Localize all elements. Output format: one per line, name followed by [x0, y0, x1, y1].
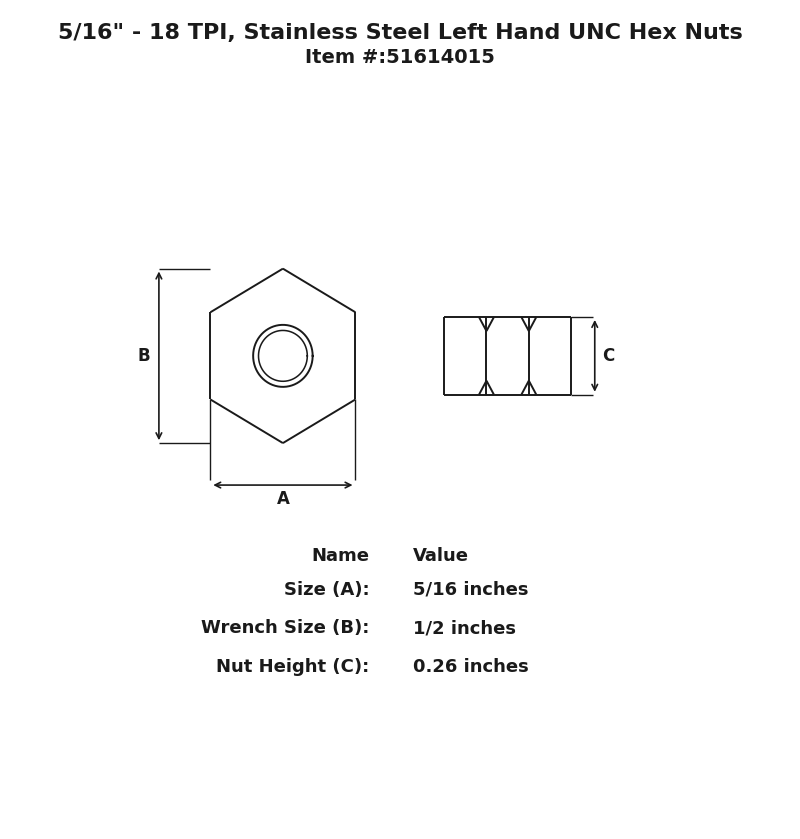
Text: Wrench Size (B):: Wrench Size (B): — [202, 619, 370, 638]
Text: B: B — [137, 347, 150, 365]
Text: Nut Height (C):: Nut Height (C): — [217, 659, 370, 676]
Text: 1/2 inches: 1/2 inches — [413, 619, 516, 638]
Text: Value: Value — [413, 547, 469, 565]
Text: Name: Name — [312, 547, 370, 565]
Text: Size (A):: Size (A): — [284, 581, 370, 599]
Text: C: C — [602, 347, 614, 365]
Text: 0.26 inches: 0.26 inches — [413, 659, 529, 676]
Text: A: A — [277, 490, 290, 508]
Text: 5/16 inches: 5/16 inches — [413, 581, 529, 599]
Text: 5/16" - 18 TPI, Stainless Steel Left Hand UNC Hex Nuts: 5/16" - 18 TPI, Stainless Steel Left Han… — [58, 23, 742, 44]
Text: Item #:51614015: Item #:51614015 — [305, 48, 495, 67]
